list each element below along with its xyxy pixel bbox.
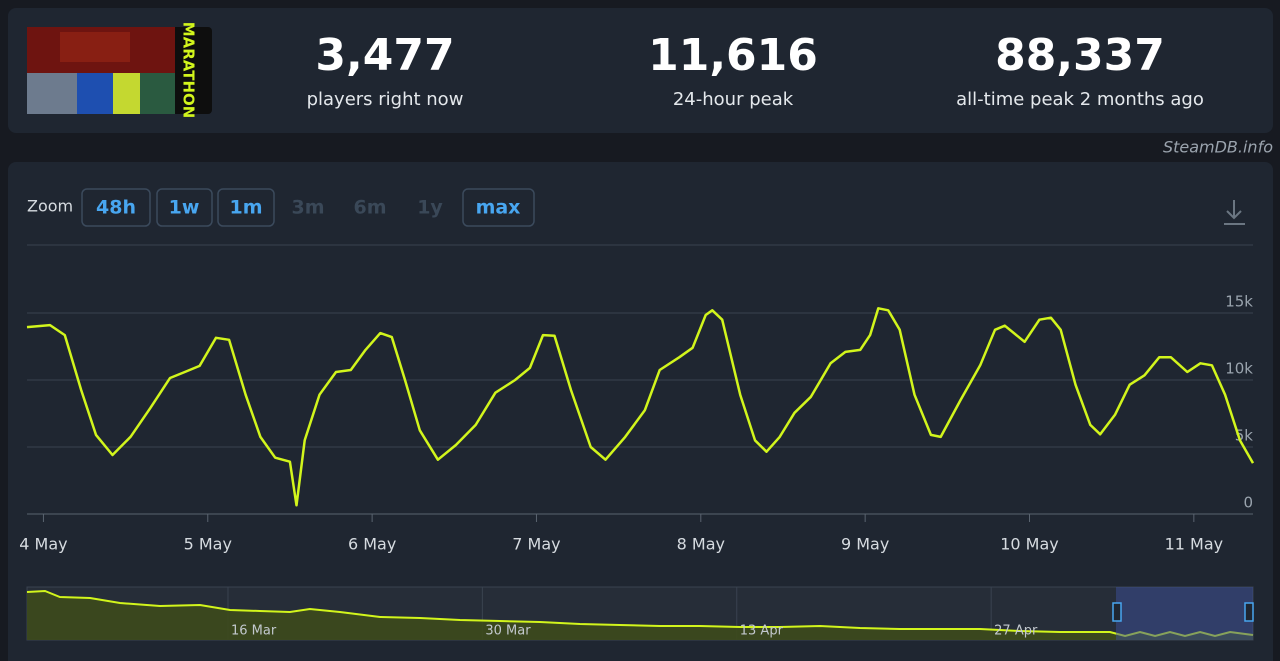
y-tick-label: 10k xyxy=(1225,360,1253,378)
stat-label: players right now xyxy=(307,89,464,110)
zoom-button[interactable] xyxy=(217,188,275,227)
navigator-selection[interactable] xyxy=(1116,587,1253,640)
x-tick-label: 6 May xyxy=(348,535,396,554)
zoom-button-label: 3m xyxy=(291,197,324,219)
logo-text: MARATHON xyxy=(180,22,198,119)
zoom-button-label[interactable]: 1m xyxy=(229,197,262,219)
y-tick-label: 0 xyxy=(1243,494,1253,512)
stat-value: 11,616 xyxy=(648,30,818,81)
navigator-handle[interactable] xyxy=(1112,602,1122,622)
x-tick-label: 5 May xyxy=(184,535,232,554)
x-tick-label: 13 Apr xyxy=(740,624,784,639)
x-tick-label: 16 Mar xyxy=(231,624,277,639)
stats-panel xyxy=(8,8,1273,133)
x-tick-label: 8 May xyxy=(677,535,725,554)
download-button[interactable] xyxy=(1224,200,1245,225)
stat-value: 3,477 xyxy=(315,30,454,81)
watermark: SteamDB.info xyxy=(1163,138,1273,157)
zoom-button[interactable] xyxy=(462,188,535,227)
zoom-button-label: 1y xyxy=(417,197,443,219)
stat-label: 24-hour peak xyxy=(673,89,794,110)
x-tick-label: 9 May xyxy=(841,535,889,554)
zoom-button-label[interactable]: 48h xyxy=(96,197,136,219)
zoom-button-label: 6m xyxy=(353,197,386,219)
zoom-button-label[interactable]: 1w xyxy=(169,197,200,219)
navigator-handle[interactable] xyxy=(1244,602,1254,622)
stat-label: all-time peak 2 months ago xyxy=(956,89,1204,110)
x-tick-label: 30 Mar xyxy=(485,624,531,639)
player-line xyxy=(26,307,1255,507)
x-tick-label: 4 May xyxy=(19,535,67,554)
zoom-button-label[interactable]: max xyxy=(476,197,521,219)
x-tick-label: 7 May xyxy=(512,535,560,554)
zoom-button[interactable] xyxy=(156,188,213,227)
game-logo: MARATHON xyxy=(27,22,212,119)
x-tick-label: 10 May xyxy=(1000,535,1059,554)
zoom-label: Zoom xyxy=(27,197,73,216)
x-tick-label: 27 Apr xyxy=(994,624,1038,639)
x-tick-label: 11 May xyxy=(1165,535,1224,554)
navigator-area xyxy=(27,591,1253,640)
stat-value: 88,337 xyxy=(995,30,1165,81)
zoom-button[interactable] xyxy=(81,188,151,227)
chart-panel xyxy=(8,162,1273,661)
y-tick-label: 15k xyxy=(1225,293,1253,311)
